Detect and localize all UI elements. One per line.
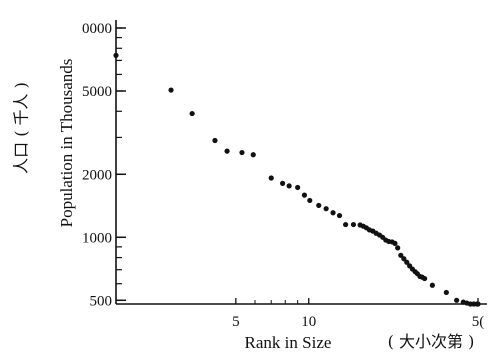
data-points: [113, 52, 481, 307]
x-ticks: 5 10 5(: [232, 298, 484, 330]
data-point: [168, 87, 174, 93]
data-point: [343, 221, 349, 228]
data-point: [475, 301, 481, 307]
data-point: [268, 175, 274, 181]
x-axis-title-cjk: ( 大小次第 ): [388, 332, 475, 351]
data-point: [224, 148, 230, 154]
data-point: [323, 206, 329, 212]
data-point: [280, 180, 286, 186]
y-tick-label: 0000: [82, 21, 112, 37]
y-axis-title-cjk: 人口 ( 千人 ): [12, 82, 31, 174]
y-tick-label: 5000: [82, 84, 112, 100]
y-tick-label: 2000: [82, 167, 112, 183]
data-point: [404, 259, 410, 265]
y-tick-label: 1000: [82, 230, 112, 246]
x-tick-label: 5(: [472, 314, 485, 330]
axes: [115, 20, 487, 305]
data-point: [336, 212, 343, 219]
data-point: [429, 282, 435, 288]
x-tick-label: 10: [301, 314, 316, 330]
data-point: [113, 52, 119, 58]
data-point: [398, 252, 404, 258]
data-point: [239, 149, 245, 156]
data-point: [307, 197, 313, 204]
data-point: [301, 192, 308, 198]
data-point: [392, 240, 398, 246]
data-point: [250, 152, 256, 158]
data-point: [330, 210, 336, 216]
x-axis-title: Rank in Size: [245, 333, 332, 352]
data-point: [286, 183, 292, 189]
data-point: [316, 202, 322, 209]
data-point: [295, 184, 301, 191]
data-point: [189, 110, 195, 117]
data-point: [212, 137, 218, 144]
data-point: [401, 256, 407, 262]
data-point: [443, 289, 449, 296]
y-axis-title: Population in Thousands: [57, 59, 76, 228]
x-tick-label: 5: [232, 314, 240, 330]
data-point: [454, 297, 460, 303]
minor-ticks: [116, 27, 122, 301]
y-ticks: 500 1000 2000 5000 0000: [82, 21, 126, 309]
data-point: [395, 245, 401, 251]
y-tick-label: 500: [90, 293, 113, 309]
data-point: [350, 221, 357, 228]
data-point: [422, 275, 428, 282]
